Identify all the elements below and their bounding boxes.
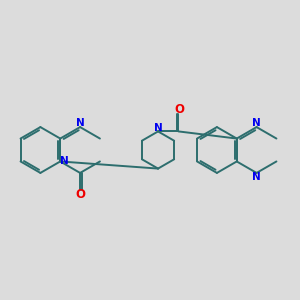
Text: O: O	[174, 103, 184, 116]
Text: N: N	[60, 157, 68, 166]
Text: N: N	[252, 172, 261, 182]
Text: N: N	[76, 118, 85, 128]
Text: N: N	[252, 118, 261, 128]
Text: N: N	[154, 123, 162, 133]
Text: O: O	[75, 188, 85, 201]
